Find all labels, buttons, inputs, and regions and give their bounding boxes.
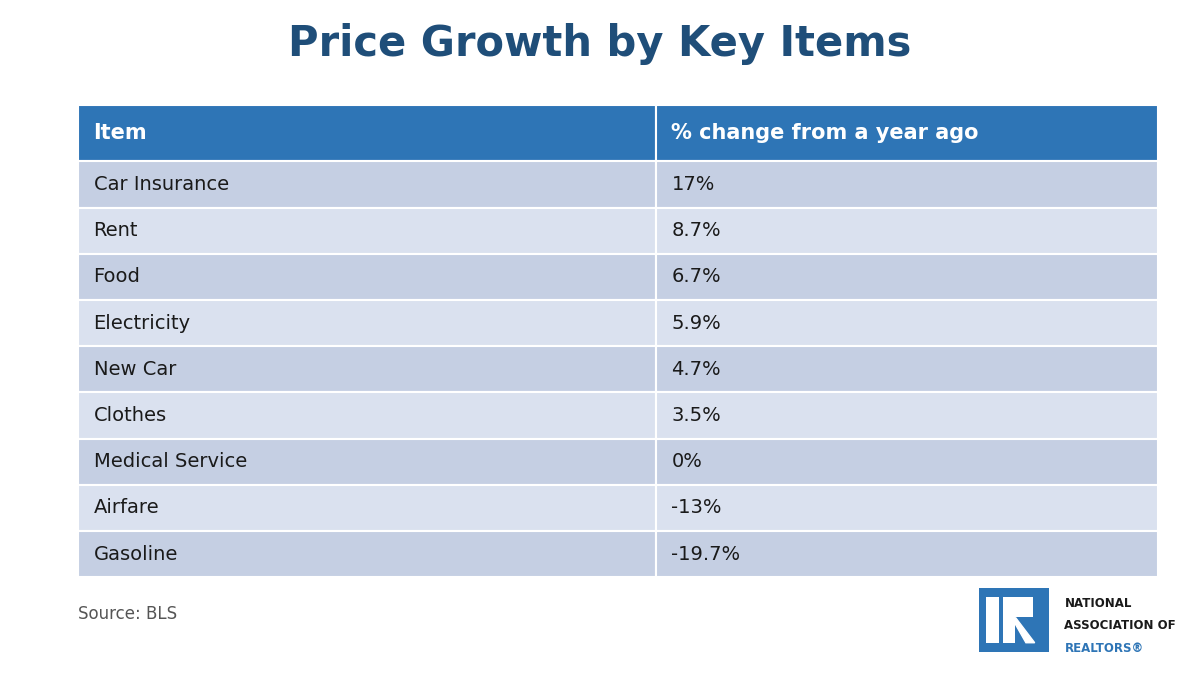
Bar: [78, 485, 655, 531]
Text: Medical Service: Medical Service: [94, 452, 247, 471]
Text: Price Growth by Key Items: Price Growth by Key Items: [288, 23, 912, 65]
Bar: [655, 161, 1158, 207]
Text: 0%: 0%: [672, 452, 702, 471]
Bar: [655, 300, 1158, 346]
Text: 5.9%: 5.9%: [672, 313, 721, 333]
Bar: [78, 531, 655, 577]
Bar: [655, 531, 1158, 577]
Bar: [655, 485, 1158, 531]
Bar: [655, 105, 1158, 161]
Bar: [1003, 597, 1015, 643]
Bar: [986, 597, 998, 643]
Bar: [78, 300, 655, 346]
Text: Gasoline: Gasoline: [94, 545, 178, 564]
Text: ASSOCIATION OF: ASSOCIATION OF: [1064, 620, 1176, 632]
Text: Electricity: Electricity: [94, 313, 191, 333]
Text: % change from a year ago: % change from a year ago: [672, 123, 979, 143]
Bar: [78, 161, 655, 207]
Text: New Car: New Car: [94, 360, 176, 379]
Polygon shape: [1015, 618, 1034, 643]
Bar: [78, 346, 655, 392]
Text: 17%: 17%: [672, 175, 715, 194]
Text: NATIONAL: NATIONAL: [1064, 597, 1132, 610]
Text: 6.7%: 6.7%: [672, 267, 721, 286]
Text: 4.7%: 4.7%: [672, 360, 721, 379]
Text: -19.7%: -19.7%: [672, 545, 740, 564]
Bar: [1000, 597, 1003, 643]
Bar: [78, 439, 655, 485]
Bar: [655, 392, 1158, 439]
Bar: [655, 439, 1158, 485]
Bar: [78, 105, 655, 161]
Bar: [655, 346, 1158, 392]
Text: -13%: -13%: [672, 498, 722, 517]
Text: Item: Item: [94, 123, 148, 143]
Text: 3.5%: 3.5%: [672, 406, 721, 425]
Bar: [655, 254, 1158, 300]
Bar: [979, 587, 1049, 652]
Bar: [655, 207, 1158, 254]
Text: Food: Food: [94, 267, 140, 286]
Text: Clothes: Clothes: [94, 406, 167, 425]
Text: REALTORS®: REALTORS®: [1064, 642, 1144, 655]
Bar: [78, 207, 655, 254]
Text: Rent: Rent: [94, 221, 138, 240]
Text: Airfare: Airfare: [94, 498, 160, 517]
Bar: [78, 392, 655, 439]
Bar: [1015, 597, 1033, 618]
Text: 8.7%: 8.7%: [672, 221, 721, 240]
Bar: [78, 254, 655, 300]
Text: Car Insurance: Car Insurance: [94, 175, 229, 194]
Text: Source: BLS: Source: BLS: [78, 605, 178, 623]
